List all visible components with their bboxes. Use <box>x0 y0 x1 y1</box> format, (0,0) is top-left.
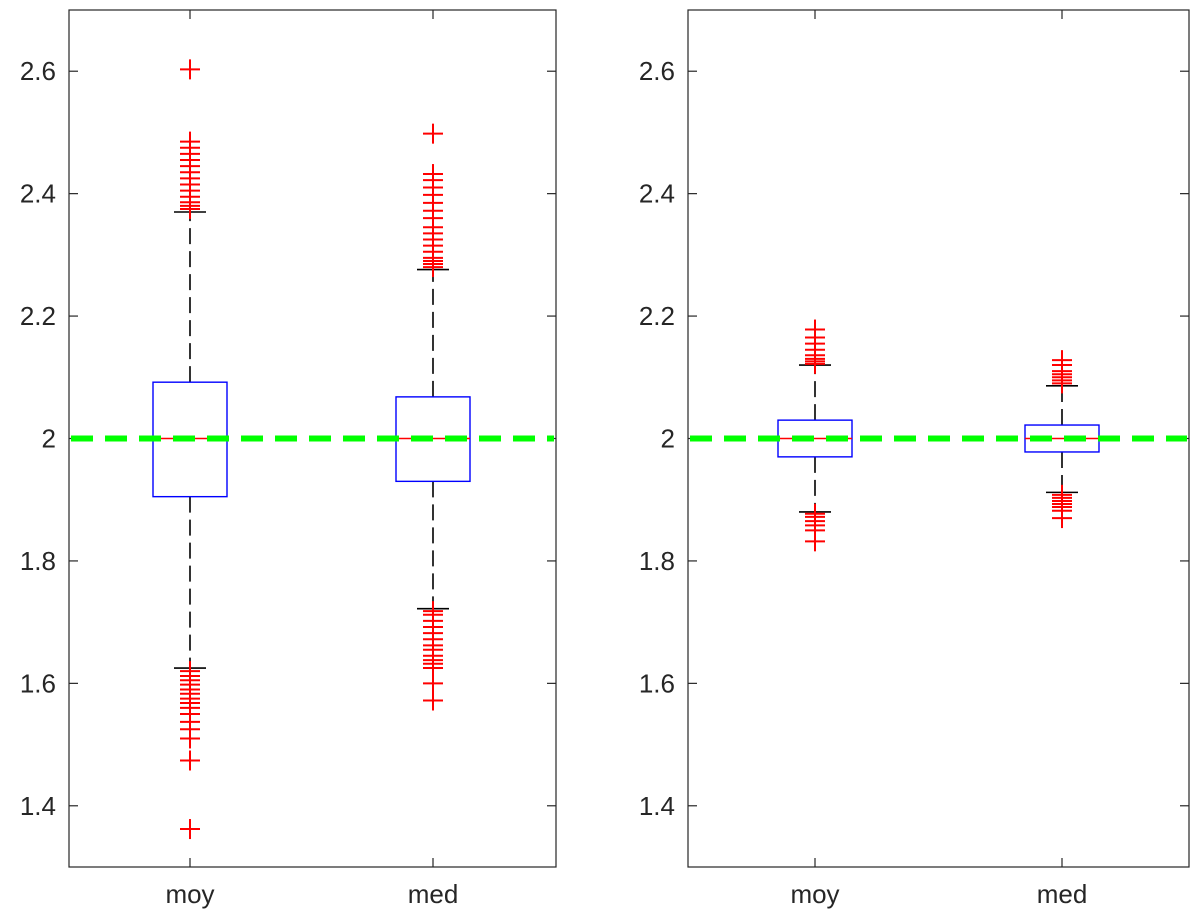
y-tick-label: 2 <box>42 424 56 454</box>
y-tick-label: 2.2 <box>20 301 56 331</box>
y-tick-label: 1.6 <box>639 668 675 698</box>
outlier-marker <box>423 164 443 185</box>
y-tick-label: 2.6 <box>639 56 675 86</box>
y-tick-label: 2.6 <box>20 56 56 86</box>
y-tick-label: 1.4 <box>639 791 675 821</box>
outlier-marker <box>1052 484 1072 505</box>
x-category-label: med <box>1037 879 1088 909</box>
x-category-label: moy <box>790 879 839 909</box>
y-tick-label: 2.4 <box>20 179 56 209</box>
outlier-marker <box>423 601 443 622</box>
outlier-marker <box>805 503 825 524</box>
outlier-marker <box>180 750 200 771</box>
outlier-marker <box>423 690 443 711</box>
y-tick-label: 2 <box>661 424 675 454</box>
y-tick-label: 1.8 <box>20 546 56 576</box>
outlier-marker <box>423 123 443 144</box>
x-category-label: moy <box>165 879 214 909</box>
y-tick-label: 2.2 <box>639 301 675 331</box>
x-category-label: med <box>408 879 459 909</box>
outlier-marker <box>180 131 200 152</box>
outlier-marker <box>180 59 200 80</box>
right-boxplot-panel: 1.4 1.6 1.8 2 2.2 2.4 2.6 moy med <box>639 9 1190 909</box>
y-tick-label: 1.8 <box>639 546 675 576</box>
outlier-marker <box>805 319 825 340</box>
outlier-marker <box>1052 350 1072 371</box>
left-boxplot-panel: 1.4 1.6 1.8 2 2.2 2.4 2.6 moy med <box>20 9 557 909</box>
y-tick-label: 2.4 <box>639 179 675 209</box>
y-tick-label: 1.6 <box>20 668 56 698</box>
outlier-marker <box>180 819 200 840</box>
outlier-marker <box>180 661 200 682</box>
y-tick-label: 1.4 <box>20 791 56 821</box>
